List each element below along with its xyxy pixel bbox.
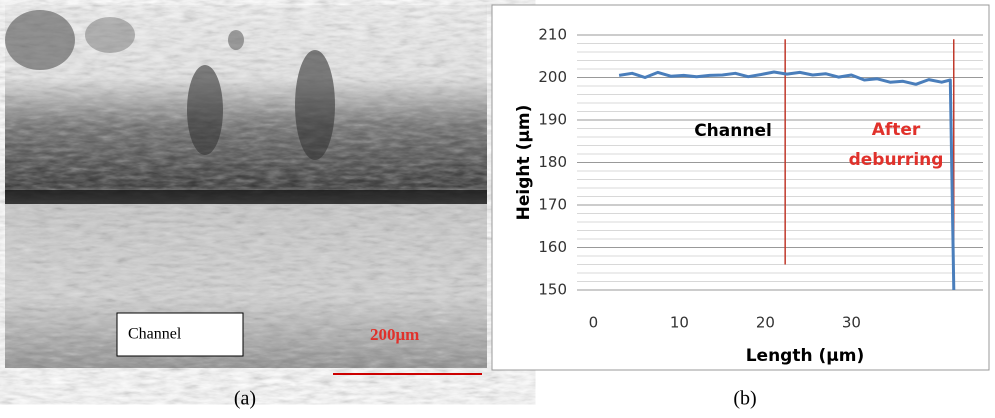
y-tick-label: 180 xyxy=(538,153,567,171)
x-axis-title: Length (μm) xyxy=(746,346,865,366)
x-tick-label: 20 xyxy=(756,314,775,332)
photo-edge xyxy=(5,190,487,204)
annotation: Channel xyxy=(694,121,772,141)
photo-texture xyxy=(5,5,487,368)
photo-panel: Channel 200μm (a) xyxy=(5,5,487,410)
annotation: deburring xyxy=(849,150,944,170)
photo-blob xyxy=(295,50,335,160)
data-line xyxy=(618,70,956,291)
y-tick-label: 170 xyxy=(538,196,567,214)
photo-blob xyxy=(5,10,75,70)
y-tick-label: 210 xyxy=(538,26,567,44)
label-box xyxy=(116,312,244,357)
chart: 150 160 170 180 190 200 210 0 10 20 30 Length (μm) H… xyxy=(514,26,983,366)
x-tick-label: 0 xyxy=(589,314,599,332)
photo-blob xyxy=(85,17,135,53)
y-tick-label: 160 xyxy=(538,238,567,256)
annotation: After xyxy=(872,120,921,140)
y-tick-label: 200 xyxy=(538,68,567,86)
caption: (a) xyxy=(234,388,256,410)
caption: (b) xyxy=(733,388,756,410)
x-tick-label: 30 xyxy=(842,314,861,332)
y-tick-label: 190 xyxy=(538,111,567,129)
scale-text: 200μm xyxy=(370,325,419,344)
x-tick-label: 10 xyxy=(670,314,689,332)
y-tick-label: 150 xyxy=(538,281,567,299)
photo-blob xyxy=(228,30,244,50)
y-axis-title: Height (μm) xyxy=(514,105,534,221)
label: Channel xyxy=(128,326,182,343)
photo-blob xyxy=(187,65,223,155)
